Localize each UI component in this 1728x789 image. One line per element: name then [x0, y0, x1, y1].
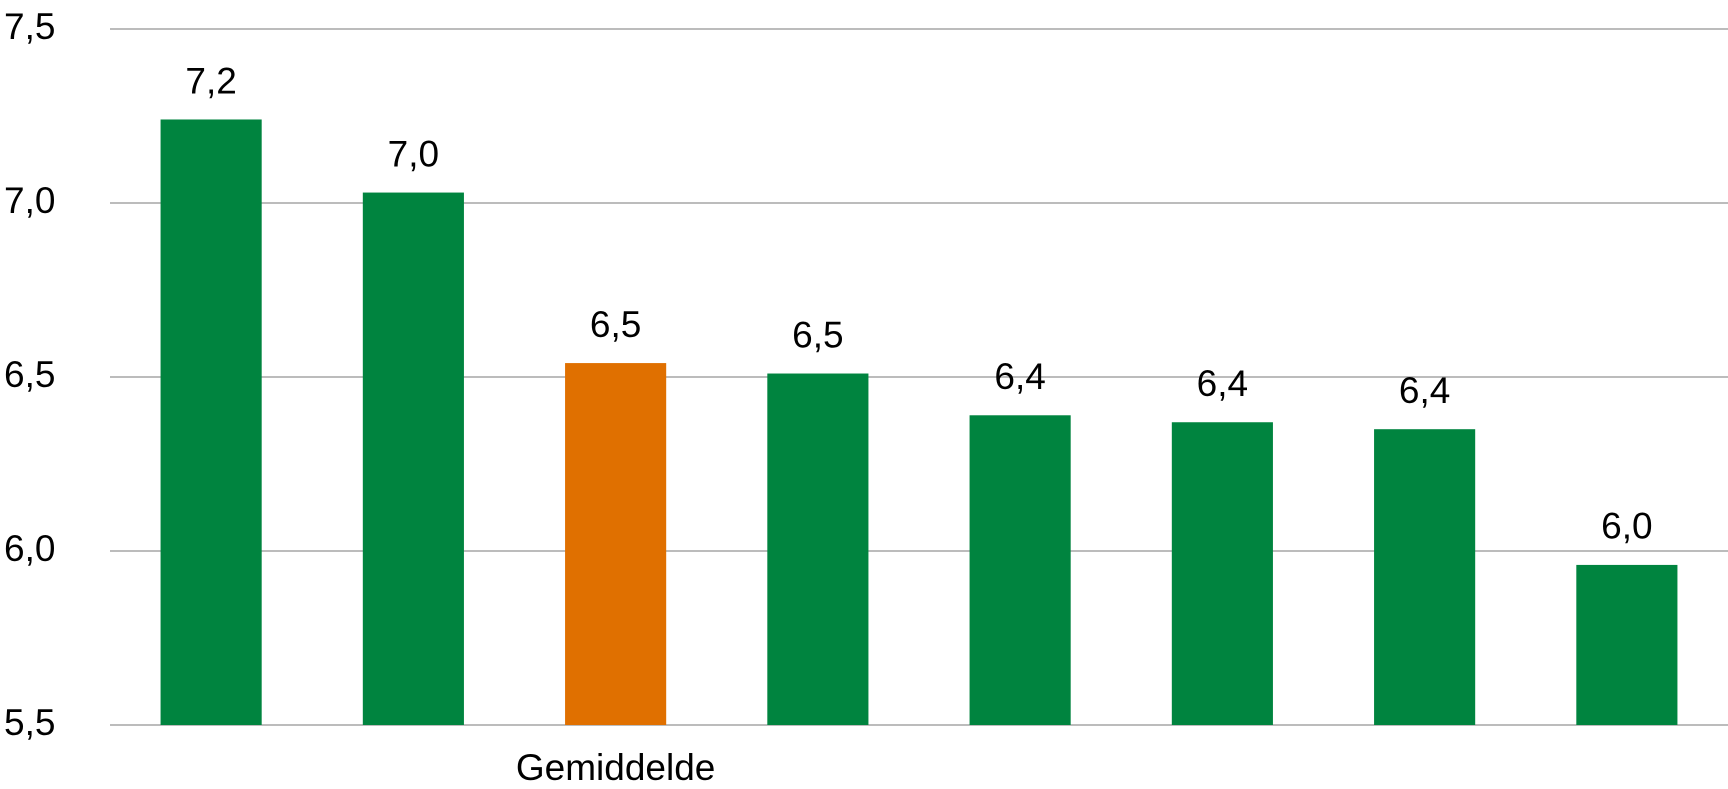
- bar: [160, 119, 262, 726]
- value-label: 7,0: [388, 133, 439, 174]
- value-label: 6,0: [1601, 506, 1652, 547]
- bar: [767, 373, 869, 725]
- y-tick-label: 6,0: [4, 528, 55, 569]
- value-label: 6,5: [590, 304, 641, 345]
- value-label: 6,4: [1399, 370, 1450, 411]
- value-label: 6,4: [1197, 363, 1248, 404]
- bar: [362, 192, 464, 725]
- bar: [1576, 564, 1678, 725]
- value-label: 6,4: [994, 356, 1045, 397]
- x-tick-label: Gemiddelde: [516, 747, 716, 788]
- bar: [969, 415, 1071, 725]
- y-tick-label: 6,5: [4, 354, 55, 395]
- value-label: 7,2: [185, 60, 236, 101]
- value-label: 6,5: [792, 314, 843, 355]
- y-tick-label: 7,0: [4, 180, 55, 221]
- bar: [1374, 429, 1476, 725]
- bar: [1171, 422, 1273, 725]
- y-tick-label: 5,5: [4, 702, 55, 743]
- y-tick-label: 7,5: [4, 6, 55, 47]
- bar: [565, 363, 667, 725]
